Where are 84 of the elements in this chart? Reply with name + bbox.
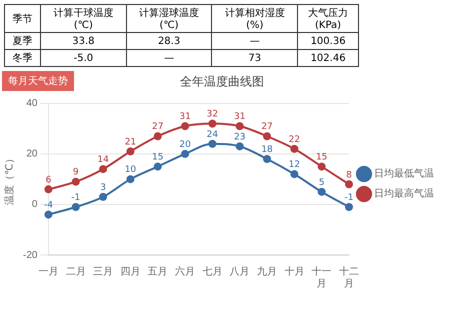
point [263, 132, 272, 140]
category-label: 计算湿球温度 (℃) [126, 4, 212, 32]
category-label: 冬季 [12, 53, 32, 64]
data-label: 27 [152, 122, 164, 132]
text: 33.8 [72, 36, 94, 46]
x-tick-label: 八月 [230, 266, 250, 278]
point [236, 122, 244, 130]
category-label: 夏季 [12, 36, 32, 47]
point [345, 202, 353, 211]
x-tick-label: 十二月 [339, 266, 359, 290]
x-tick-label: 六月 [175, 266, 196, 278]
data-label: -4 [44, 200, 54, 211]
category-label: 大气压力 (KPa) [298, 4, 358, 32]
y-tick-label: 0 [32, 199, 38, 210]
data-label: 10 [124, 165, 136, 176]
data-label: 24 [206, 130, 218, 140]
point [236, 142, 244, 150]
data-label: 22 [288, 134, 300, 145]
x-tick-label: 十一月 [312, 266, 332, 290]
y-tick-label: -20 [23, 250, 38, 261]
data-label: 27 [261, 122, 273, 132]
y-axis-title: 温度（℃） [4, 154, 16, 205]
data-label: 31 [179, 112, 191, 122]
data-label: 9 [72, 168, 79, 178]
data-label: 20 [179, 140, 192, 150]
x-tick-label: 二月 [66, 266, 86, 278]
x-tick-label: 四月 [120, 266, 140, 278]
x-tick-label: 七月 [202, 266, 222, 278]
point [126, 175, 134, 184]
category-label: 计算干球温度 (℃) [40, 4, 126, 32]
text: — [164, 52, 174, 64]
point [99, 192, 108, 201]
text: -5.0 [74, 52, 94, 64]
x-tick-label: 九月 [257, 266, 278, 278]
point [181, 150, 190, 158]
point [208, 140, 216, 148]
point [44, 210, 52, 219]
data-label: 3 [100, 182, 106, 193]
data-label: 6 [46, 175, 52, 186]
y-tick-label: 20 [26, 148, 38, 160]
y-tick-label: 40 [26, 98, 38, 110]
point [181, 122, 190, 130]
point [126, 147, 134, 156]
text: 102.46 [310, 52, 346, 64]
data-label: 32 [206, 110, 218, 120]
chart-title: 全年温度曲线图 [180, 74, 264, 88]
x-tick-label: 十月 [284, 266, 304, 278]
legend-label: 日均最高气温 [374, 188, 434, 200]
point [154, 162, 162, 171]
text: 100.36 [310, 36, 346, 46]
text: 73 [248, 52, 262, 64]
point [99, 165, 108, 174]
point [290, 170, 298, 178]
point [345, 180, 353, 188]
x-tick-label: 五月 [148, 266, 168, 278]
data-label: 15 [316, 152, 328, 163]
point [154, 132, 162, 140]
text: — [250, 36, 260, 46]
data-label: 5 [318, 178, 325, 188]
text: 每月天气走势 [2, 71, 74, 91]
data-label: 15 [152, 152, 164, 163]
data-label: 14 [97, 155, 110, 166]
x-tick-label: 一月 [38, 266, 58, 278]
point [263, 154, 272, 163]
category-label: 季节 [4, 4, 41, 32]
text: 28.3 [158, 36, 180, 46]
point [72, 178, 80, 186]
point [290, 144, 298, 153]
data-label: -1 [344, 192, 354, 203]
x-tick-label: 三月 [93, 266, 114, 278]
point [72, 202, 80, 211]
data-label: 23 [234, 132, 246, 142]
legend-label: 日均最低气温 [374, 168, 434, 180]
data-label: 21 [124, 137, 136, 148]
point [208, 120, 216, 128]
data-label: 12 [288, 160, 300, 170]
data-label: -1 [71, 192, 80, 203]
data-label: 18 [261, 144, 274, 155]
point [318, 162, 326, 171]
point [44, 185, 52, 194]
point [318, 188, 326, 196]
data-label: 8 [346, 170, 352, 180]
data-label: 31 [234, 112, 246, 122]
category-label: 计算相对湿度 (%) [212, 4, 298, 32]
